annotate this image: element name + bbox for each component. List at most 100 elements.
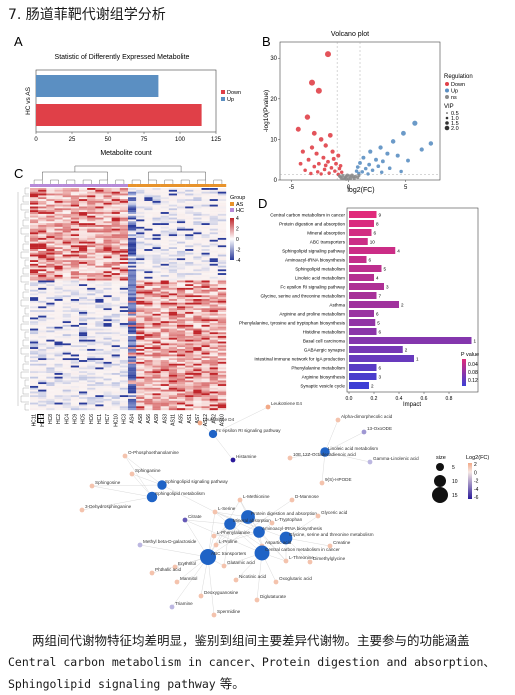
heatmap-cell [217, 326, 227, 329]
heatmap-cell [30, 236, 39, 239]
heatmap-cell [30, 230, 39, 233]
heatmap-cell [217, 397, 227, 400]
pathway-node [254, 545, 270, 561]
heatmap-cell [30, 302, 39, 305]
heatmap-cell [103, 334, 112, 337]
heatmap-cell [30, 217, 39, 220]
heatmap-cell [103, 291, 112, 294]
heatmap-cell [144, 225, 153, 227]
heatmap-cell [87, 262, 96, 264]
heatmap-cell [119, 397, 129, 400]
heatmap-cell [185, 262, 194, 264]
heatmap-cell [54, 376, 63, 379]
heatmap-cell [177, 391, 186, 394]
pathway-node [279, 531, 293, 545]
heatmap-cell [209, 232, 218, 235]
heatmap-cell [193, 212, 202, 215]
heatmap-cell [185, 241, 194, 244]
volcano-point-down [327, 171, 331, 175]
heatmap-cell [87, 354, 96, 357]
heatmap-cell [177, 189, 186, 192]
heatmap-cell [128, 330, 137, 333]
heatmap-cell [62, 212, 71, 215]
heatmap-cell [177, 191, 186, 194]
heatmap-cell [79, 315, 88, 318]
metabolite-node [361, 429, 367, 435]
heatmap-cell [70, 195, 80, 198]
heatmap-cell [193, 258, 202, 261]
heatmap-cell [152, 250, 161, 253]
heatmap-cell [70, 276, 80, 279]
pathway-node [146, 491, 158, 503]
pathway-label: GABAergic synapse [304, 347, 346, 352]
heatmap-cell [87, 210, 96, 213]
heatmap-cell [62, 210, 71, 213]
heatmap-cell [152, 315, 161, 318]
heatmap-cell [201, 384, 210, 387]
heatmap-cell [87, 310, 96, 313]
legend-dot-ns [445, 95, 449, 99]
heatmap-cell [103, 332, 112, 335]
heatmap-cell [54, 323, 63, 326]
heatmap-cell [103, 226, 112, 229]
heatmap-cell [70, 356, 80, 359]
heatmap-cell [209, 260, 218, 263]
heatmap-cell [201, 269, 210, 272]
pvalue-color-scale [462, 359, 466, 386]
heatmap-cell [136, 241, 145, 244]
heatmap-cell [62, 213, 71, 216]
volcano-point-down [315, 87, 322, 94]
heatmap-cell [30, 291, 39, 294]
size-legend-dot [434, 475, 446, 487]
heatmap-cell [119, 287, 129, 290]
heatmap-cell [209, 250, 218, 253]
heatmap-cell [54, 402, 63, 405]
dendrogram-leaf [164, 179, 174, 184]
heatmap-cell [136, 376, 145, 379]
heatmap-cell [160, 189, 169, 192]
column-label: HC6 [89, 414, 95, 424]
heatmap-cell [185, 304, 194, 307]
heatmap-cell [160, 202, 169, 205]
heatmap-cell [95, 345, 104, 348]
heatmap-cell [177, 276, 186, 279]
heatmap-cell [128, 217, 137, 220]
heatmap-cell [168, 197, 178, 200]
heatmap-cell [70, 191, 80, 194]
heatmap-cell [38, 232, 47, 235]
heatmap-cell [160, 199, 169, 202]
heatmap-cell [70, 400, 80, 403]
heatmap-cell [54, 274, 63, 277]
heatmap-cell [62, 380, 71, 383]
heatmap-cell [70, 332, 80, 335]
heatmap-cell [70, 293, 80, 296]
heatmap-cell [160, 311, 169, 314]
heatmap-cell [209, 360, 218, 363]
heatmap-cell [217, 225, 227, 227]
heatmap-cell [217, 191, 227, 194]
heatmap-cell [160, 210, 169, 213]
heatmap-cell [152, 282, 161, 285]
heatmap-cell [62, 337, 71, 340]
heatmap-cell [201, 287, 210, 290]
heatmap-cell [62, 230, 71, 233]
row-dendrogram-branch [20, 395, 29, 403]
heatmap-cell [217, 258, 227, 261]
heatmap-cell [79, 324, 88, 327]
heatmap-cell [177, 226, 186, 229]
heatmap-cell [160, 345, 169, 348]
heatmap-cell [95, 200, 104, 203]
pathway-node-label: Linoleic acid metabolism [328, 446, 378, 451]
heatmap-cell [46, 208, 55, 211]
heatmap-cell [79, 347, 88, 350]
heatmap-cell [103, 376, 112, 379]
heatmap-cell [38, 236, 47, 239]
heatmap-cell [177, 278, 186, 281]
heatmap-cell [87, 247, 96, 250]
heatmap-cell [128, 237, 137, 240]
heatmap-cell [193, 324, 202, 327]
heatmap-cell [62, 206, 71, 209]
heatmap-cell [54, 348, 63, 351]
heatmap-cell [201, 199, 210, 202]
heatmap-cell [103, 363, 112, 366]
